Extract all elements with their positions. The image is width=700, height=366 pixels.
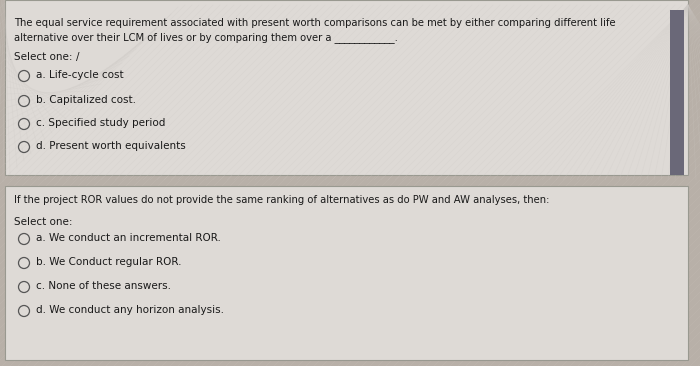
FancyBboxPatch shape: [5, 186, 688, 360]
Text: Select one:: Select one:: [14, 52, 73, 62]
Text: /: /: [76, 52, 80, 62]
FancyBboxPatch shape: [5, 0, 688, 175]
Text: The equal service requirement associated with present worth comparisons can be m: The equal service requirement associated…: [14, 18, 615, 28]
Text: Select one:: Select one:: [14, 217, 73, 227]
Text: b. Capitalized cost.: b. Capitalized cost.: [36, 95, 136, 105]
Text: d. We conduct any horizon analysis.: d. We conduct any horizon analysis.: [36, 305, 224, 315]
Text: c. Specified study period: c. Specified study period: [36, 118, 165, 128]
Text: d. Present worth equivalents: d. Present worth equivalents: [36, 141, 186, 151]
Text: b. We Conduct regular ROR.: b. We Conduct regular ROR.: [36, 257, 181, 267]
Text: alternative over their LCM of lives or by comparing them over a ____________.: alternative over their LCM of lives or b…: [14, 32, 398, 43]
FancyBboxPatch shape: [670, 10, 684, 175]
Text: a. We conduct an incremental ROR.: a. We conduct an incremental ROR.: [36, 233, 221, 243]
Text: If the project ROR values do not provide the same ranking of alternatives as do : If the project ROR values do not provide…: [14, 195, 550, 205]
Text: c. None of these answers.: c. None of these answers.: [36, 281, 171, 291]
Text: a. Life-cycle cost: a. Life-cycle cost: [36, 70, 124, 80]
